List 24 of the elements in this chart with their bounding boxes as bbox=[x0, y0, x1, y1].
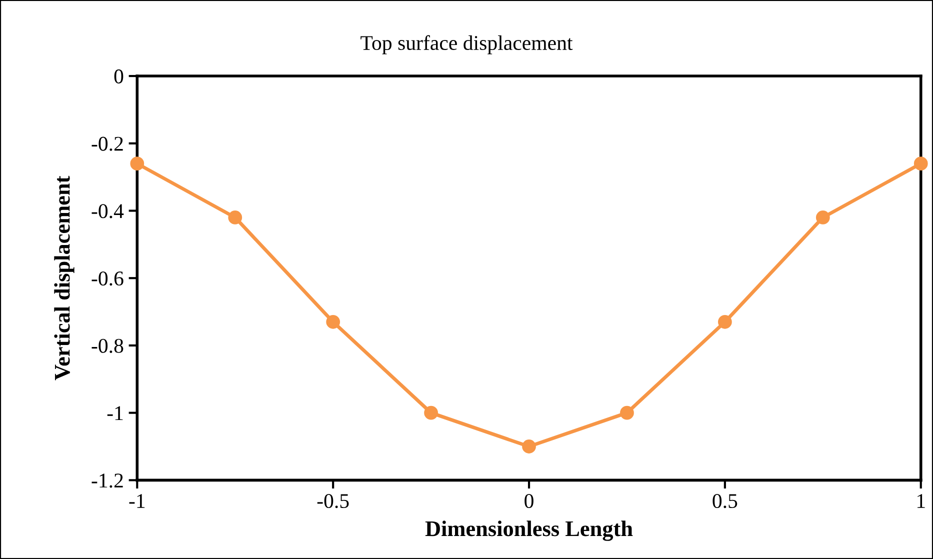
point bbox=[620, 406, 634, 420]
point bbox=[424, 406, 438, 420]
point bbox=[718, 314, 732, 329]
x-tick-label: 0 bbox=[524, 494, 534, 508]
point bbox=[914, 156, 928, 171]
point bbox=[816, 210, 830, 224]
x-axis-title: Dimensionless Length bbox=[425, 520, 633, 541]
y-tick-label: -0.4 bbox=[92, 204, 124, 218]
y-tick-label: -1 bbox=[107, 406, 123, 420]
chart-title: Top surface displacement bbox=[360, 35, 573, 54]
y-tick-label: -1.2 bbox=[92, 474, 123, 488]
y-axis-title: Vertical displacement bbox=[54, 176, 74, 380]
point bbox=[326, 314, 340, 329]
y-tick-label: -0.6 bbox=[92, 271, 124, 286]
point bbox=[130, 156, 144, 171]
y-tick-label: -0.2 bbox=[92, 136, 123, 151]
x-tick-label: 1 bbox=[917, 494, 925, 508]
y-tick-label: 0 bbox=[114, 69, 124, 84]
x-tick-label: -0.5 bbox=[317, 494, 349, 508]
x-tick-label: -1 bbox=[129, 494, 145, 508]
point bbox=[522, 440, 536, 454]
y-tick-label: -0.8 bbox=[92, 338, 124, 353]
x-tick-label: 0.5 bbox=[712, 494, 738, 508]
point bbox=[228, 210, 242, 224]
